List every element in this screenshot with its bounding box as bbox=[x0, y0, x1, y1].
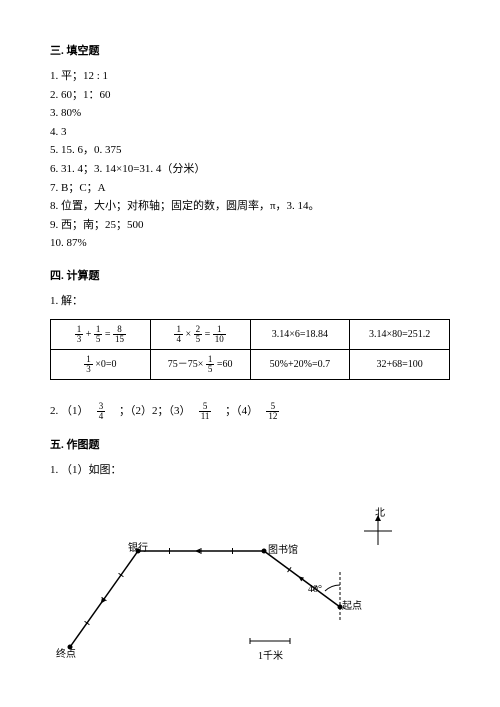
table-cell: 3.14×6=18.84 bbox=[250, 319, 350, 349]
q2-mid1: ；（2）2；（3） bbox=[108, 405, 196, 417]
library-label: 图书馆 bbox=[268, 541, 298, 556]
answer-line: 8. 位置，大小；对称轴；固定的数，圆周率，π，3. 14。 bbox=[50, 198, 450, 216]
angle-label: 40° bbox=[308, 584, 322, 595]
answer-line: 5. 15. 6，0. 375 bbox=[50, 142, 450, 160]
section4-q1-label: 1. 解： bbox=[50, 293, 450, 311]
q2-frac1: 34 bbox=[97, 402, 106, 421]
answer-line: 1. 平；12 : 1 bbox=[50, 68, 450, 86]
table-cell: 3.14×80=251.2 bbox=[350, 319, 450, 349]
table-cell: 14 × 25 = 110 bbox=[150, 319, 250, 349]
table-cell: 75－75× 15 =60 bbox=[150, 349, 250, 379]
table-cell: 32+68=100 bbox=[350, 349, 450, 379]
section4-q2: 2. （1） 34 ；（2）2；（3） 511 ；（4） 512 bbox=[50, 402, 450, 422]
answer-line: 10. 87% bbox=[50, 235, 450, 253]
diagram-svg bbox=[50, 489, 450, 689]
q2-frac2: 511 bbox=[199, 402, 212, 421]
q2-frac3: 512 bbox=[266, 402, 279, 421]
north-label: 北 bbox=[375, 504, 385, 519]
answer-line: 3. 80% bbox=[50, 105, 450, 123]
answer-line: 9. 西；南；25；500 bbox=[50, 217, 450, 235]
answer-line: 2. 60；1：60 bbox=[50, 87, 450, 105]
origin-label: 起点 bbox=[342, 597, 362, 612]
table-cell: 13 + 15 = 815 bbox=[51, 319, 151, 349]
section4-title: 四. 计算题 bbox=[50, 267, 450, 283]
q2-prefix: 2. （1） bbox=[50, 405, 94, 417]
answer-line: 4. 3 bbox=[50, 124, 450, 142]
section5-q1-label: 1. （1）如图： bbox=[50, 462, 450, 480]
answer-line: 6. 31. 4；3. 14×10=31. 4（分米） bbox=[50, 161, 450, 179]
answer-line: 7. B；C；A bbox=[50, 180, 450, 198]
scale-label: 1千米 bbox=[258, 647, 283, 662]
q2-mid2: ；（4） bbox=[214, 405, 264, 417]
section3-title: 三. 填空题 bbox=[50, 42, 450, 58]
section3-answers: 1. 平；12 : 12. 60；1：603. 80%4. 35. 15. 6，… bbox=[50, 68, 450, 253]
table-cell: 50%+20%=0.7 bbox=[250, 349, 350, 379]
route-diagram: 北 银行 图书馆 40° 起点 终点 1千米 bbox=[50, 489, 450, 689]
bank-label: 银行 bbox=[128, 539, 148, 554]
section5-title: 五. 作图题 bbox=[50, 436, 450, 452]
end-label: 终点 bbox=[56, 645, 76, 660]
calc-table: 13 + 15 = 81514 × 25 = 1103.14×6=18.843.… bbox=[50, 319, 450, 380]
table-cell: 13 ×0=0 bbox=[51, 349, 151, 379]
